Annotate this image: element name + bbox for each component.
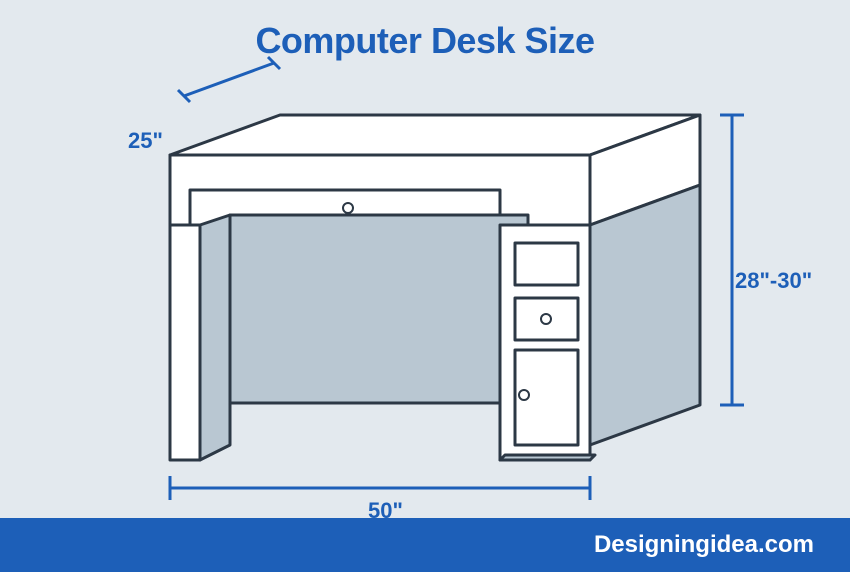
cabinet-shelf-top: [515, 243, 578, 285]
diagram-canvas: Computer Desk Size 25"28"-30"50" Designi…: [0, 0, 850, 572]
footer-bar: Designingidea.com: [0, 518, 850, 572]
left-leg-front: [170, 225, 200, 460]
drawer-knob: [541, 314, 551, 324]
footer-brand: Designingidea.com: [594, 531, 814, 559]
dim-line-depth: [184, 63, 274, 96]
right-side: [590, 185, 700, 445]
dim-label-height: 28"-30": [735, 268, 812, 294]
door-knob: [519, 390, 529, 400]
desk-diagram-svg: [0, 0, 850, 572]
back-panel: [230, 215, 528, 403]
cabinet-foot-gap: [500, 455, 595, 460]
dim-label-depth: 25": [128, 128, 163, 154]
left-leg-inner: [200, 215, 230, 460]
tray-knob: [343, 203, 353, 213]
